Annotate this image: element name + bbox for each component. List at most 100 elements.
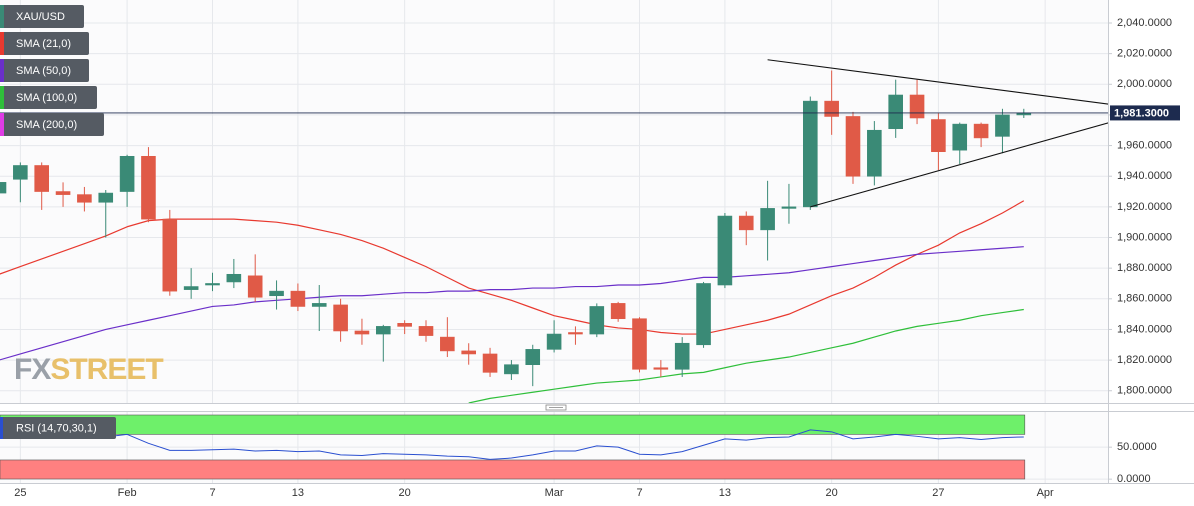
y-tick-label: 1,900.0000 (1117, 231, 1172, 243)
candle-body (354, 330, 370, 335)
x-tick-label: 20 (399, 487, 411, 499)
candle-body (440, 336, 455, 352)
y-tick-label: 1,800.0000 (1117, 385, 1172, 397)
legend-label: SMA (50,0) (16, 65, 71, 77)
x-tick-label: 13 (719, 487, 731, 499)
x-tick-label: 7 (209, 487, 215, 499)
candle-body (34, 165, 50, 192)
y-tick-label: 0.0000 (1117, 473, 1151, 485)
candle-body (397, 323, 412, 327)
candle-body (77, 194, 92, 203)
candle-body (589, 306, 605, 335)
last-price-tag (1110, 105, 1180, 121)
candle-body (482, 353, 498, 373)
x-tick-label: 13 (292, 487, 304, 499)
candle-body (888, 94, 904, 130)
y-tick-label: 1,940.0000 (1117, 170, 1172, 182)
x-tick-label: Feb (118, 487, 137, 499)
last-price-label: 1,981.3000 (1114, 107, 1169, 119)
price-plot (0, 59, 1108, 403)
candle-body (311, 303, 327, 307)
y-tick-label: 2,020.0000 (1117, 48, 1172, 60)
legend-box (0, 113, 104, 136)
candle-body (802, 100, 818, 208)
candle-body (696, 283, 711, 346)
candle-body (141, 155, 156, 220)
watermark: FXSTREET (14, 353, 163, 386)
candle-body (0, 182, 7, 194)
x-tick-label: Apr (1037, 487, 1054, 499)
candle-body (162, 218, 178, 292)
x-tick-label: Mar (545, 487, 564, 499)
legend-label: XAU/USD (16, 11, 65, 23)
y-tick-label: 1,960.0000 (1117, 139, 1172, 151)
candle-body (333, 304, 348, 332)
candle-body (13, 165, 28, 180)
candle-body (183, 286, 199, 290)
candle-body (653, 367, 669, 370)
candle-body (845, 116, 861, 177)
candle-body (226, 273, 242, 283)
trendline (767, 59, 1108, 105)
candle-body (98, 192, 114, 203)
legend-box (0, 32, 89, 55)
candle-body (824, 100, 839, 117)
candle-body (375, 326, 391, 335)
y-tick-label: 1,880.0000 (1117, 262, 1172, 274)
candle-body (931, 119, 946, 152)
candle-body (760, 208, 775, 231)
legend-swatch (0, 86, 4, 109)
candle-body (738, 215, 754, 231)
candle-body (525, 349, 541, 365)
candle-body (55, 191, 71, 195)
candle-body (995, 114, 1010, 137)
y-tick-label: 1,920.0000 (1117, 201, 1172, 213)
watermark-part: STREET (50, 353, 163, 386)
x-tick-label: 27 (932, 487, 944, 499)
candle-body (205, 283, 220, 286)
indicator-line (468, 308, 1024, 403)
indicator-line (0, 429, 1024, 460)
rsi-plot (0, 414, 1026, 480)
y-tick-label: 1,840.0000 (1117, 323, 1172, 335)
candle-body (781, 206, 797, 209)
y-tick-label: 2,000.0000 (1117, 78, 1172, 90)
candle-body (952, 123, 968, 151)
candle-body (909, 94, 925, 119)
candle-body (973, 123, 989, 139)
candle-body (867, 129, 882, 177)
legend-label: SMA (200,0) (16, 119, 77, 131)
legend-swatch (0, 417, 3, 439)
legend-box (0, 59, 89, 82)
legend-box (0, 5, 84, 28)
legend-swatch (0, 113, 4, 136)
y-tick-label: 1,820.0000 (1117, 354, 1172, 366)
oversold-band (0, 459, 1026, 480)
x-tick-label: 25 (14, 487, 26, 499)
candle-body (504, 364, 519, 375)
legend-swatch (0, 5, 4, 28)
legend-swatch (0, 59, 4, 82)
legend-box (0, 86, 97, 109)
candle-body (269, 290, 284, 297)
x-tick-label: 20 (826, 487, 838, 499)
candle-body (632, 318, 647, 370)
candle-body (247, 275, 263, 298)
candle-body (717, 215, 733, 286)
legend-swatch (0, 32, 4, 55)
legend-box (0, 417, 116, 439)
candle-body (418, 326, 434, 336)
candle-body (290, 290, 306, 307)
candle-body (546, 333, 562, 350)
candle-body (674, 342, 690, 370)
candle-body (610, 303, 626, 320)
candle-body (568, 332, 583, 335)
legend-label: SMA (100,0) (16, 92, 77, 104)
trendline (810, 122, 1108, 208)
overbought-band (0, 414, 1026, 435)
axes: 1,800.0000 1,820.0000 1,840.0000 1,860.0000… (14, 17, 1180, 499)
y-tick-label: 2,040.0000 (1117, 17, 1172, 29)
indicator-line (0, 246, 1024, 361)
y-tick-label: 50.0000 (1117, 441, 1157, 453)
